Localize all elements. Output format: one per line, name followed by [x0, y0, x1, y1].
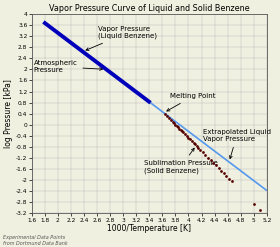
Point: [184, 134, 189, 138]
Point: [252, 202, 256, 206]
Point: [200, 150, 205, 154]
Point: [192, 141, 196, 145]
Point: [229, 179, 234, 183]
Point: [190, 139, 194, 143]
Point: [177, 126, 181, 130]
Point: [211, 161, 216, 165]
Point: [221, 171, 226, 175]
Point: [227, 177, 231, 181]
Point: [208, 158, 213, 162]
Point: [258, 208, 263, 212]
Point: [174, 124, 179, 128]
Point: [176, 125, 180, 129]
Point: [165, 114, 169, 118]
Point: [167, 116, 171, 120]
Point: [193, 142, 197, 146]
Point: [224, 174, 229, 178]
Point: [195, 144, 199, 148]
Title: Vapor Pressure Curve of Liquid and Solid Benzene: Vapor Pressure Curve of Liquid and Solid…: [49, 4, 249, 13]
Text: Atmospheric
Pressure: Atmospheric Pressure: [34, 60, 102, 73]
Point: [203, 153, 208, 157]
X-axis label: 1000/Temperature [K]: 1000/Temperature [K]: [107, 224, 191, 233]
Text: Vapor Pressure
(Liquid Benzene): Vapor Pressure (Liquid Benzene): [86, 26, 157, 50]
Y-axis label: log Pressure [kPa]: log Pressure [kPa]: [4, 79, 13, 148]
Point: [186, 136, 191, 140]
Point: [198, 148, 202, 152]
Point: [206, 156, 210, 160]
Text: Melting Point: Melting Point: [167, 93, 216, 111]
Point: [216, 166, 221, 170]
Point: [172, 121, 176, 125]
Point: [183, 132, 187, 136]
Text: Extrapolated Liquid
Vapor Pressure: Extrapolated Liquid Vapor Pressure: [203, 129, 271, 159]
Point: [163, 112, 167, 116]
Point: [214, 164, 218, 167]
Point: [188, 137, 192, 141]
Point: [180, 129, 184, 133]
Point: [181, 130, 185, 134]
Text: Sublimation Pressure
(Solid Benzene): Sublimation Pressure (Solid Benzene): [144, 148, 218, 174]
Text: Experimental Data Points
from Dortmund Data Bank: Experimental Data Points from Dortmund D…: [3, 235, 67, 246]
Point: [178, 128, 183, 132]
Point: [196, 146, 200, 150]
Point: [219, 169, 223, 173]
Point: [169, 118, 173, 122]
Point: [173, 123, 178, 126]
Point: [171, 120, 175, 124]
